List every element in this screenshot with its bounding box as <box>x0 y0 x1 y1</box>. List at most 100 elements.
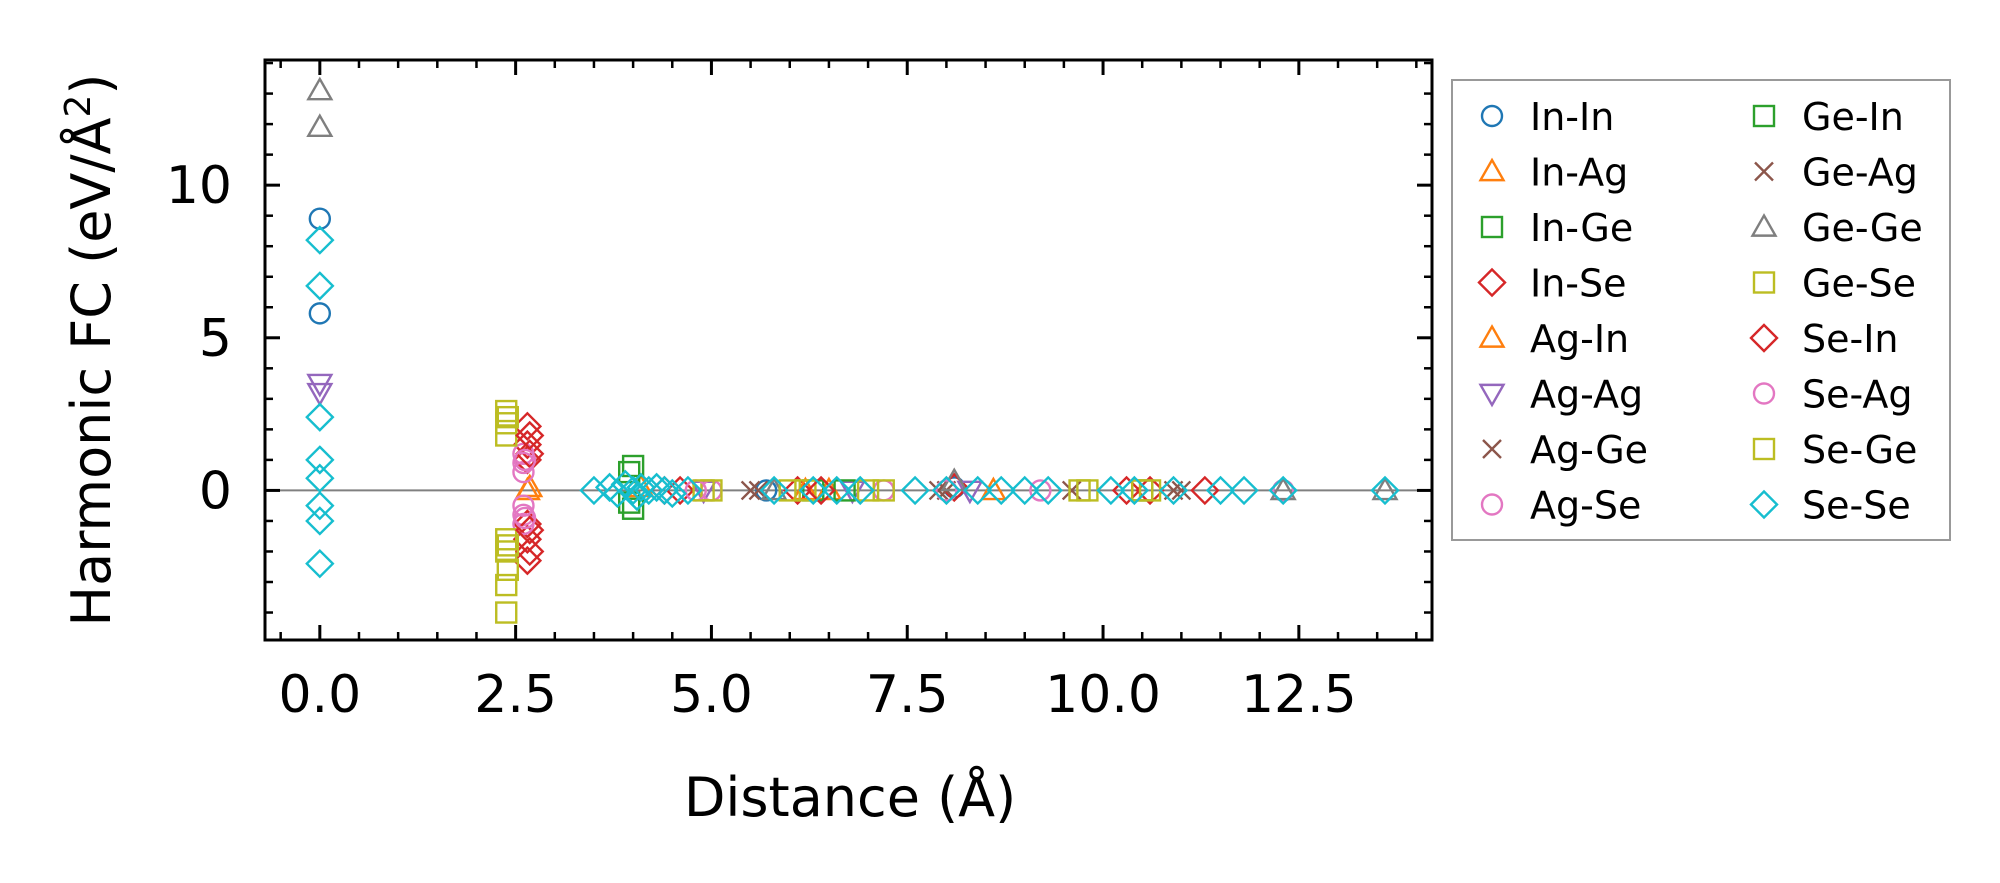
legend-label: Ge-Ag <box>1802 151 1918 195</box>
point-ge-se <box>495 540 518 563</box>
point-se-se <box>963 475 993 506</box>
point-se-se <box>657 478 687 509</box>
x-tick-label: 12.5 <box>1241 665 1357 725</box>
y-axis-title-main: Harmonic FC (eV/Å <box>59 117 123 626</box>
point-se-se <box>305 402 335 432</box>
point-ge-se <box>495 399 518 423</box>
x-axis: 0.0 2.5 5.0 7.5 10.0 12.5 <box>278 60 1418 725</box>
x-tick-label: 2.5 <box>474 665 557 725</box>
x-tick-label: 5.0 <box>670 665 753 725</box>
plot-frame <box>263 58 1434 642</box>
legend-label: In-Ag <box>1530 151 1628 195</box>
point-se-ge <box>496 405 519 429</box>
point-se-se <box>1158 475 1189 506</box>
x-axis-title: Distance (Å) <box>684 765 1016 829</box>
legend-marker-in-ag <box>1478 157 1506 182</box>
y-tick-label: 0 <box>199 461 232 521</box>
point-se-se <box>641 472 672 503</box>
point-se-se <box>900 475 930 506</box>
plot-area <box>263 58 1434 642</box>
point-se-se <box>602 478 633 509</box>
point-se-se <box>649 475 680 506</box>
point-ag-se <box>1029 479 1052 502</box>
point-se-se <box>1096 475 1126 506</box>
point-se-se <box>579 475 609 506</box>
point-ge-se <box>495 424 518 447</box>
point-in-in <box>755 479 778 502</box>
point-ge-ge <box>1269 476 1297 501</box>
point-ge-se <box>495 412 518 435</box>
point-se-se <box>1010 475 1040 506</box>
x-tick-label: 7.5 <box>866 665 949 725</box>
point-ge-se <box>495 573 518 597</box>
point-se-in <box>515 420 545 451</box>
point-se-se <box>1033 475 1063 506</box>
point-in-ge <box>621 497 645 520</box>
point-ge-ge <box>306 76 334 101</box>
series-se-se <box>305 225 1400 579</box>
legend-marker-ag-ag <box>1478 383 1506 408</box>
point-se-se <box>622 481 652 512</box>
point-se-ge <box>692 479 715 502</box>
point-ge-se <box>495 528 518 551</box>
point-se-ag <box>513 506 537 530</box>
point-se-se <box>673 475 703 506</box>
legend-label: Se-Ge <box>1802 428 1917 472</box>
series-ge-se <box>495 399 1154 624</box>
series-in-in <box>308 207 1295 502</box>
legend-label: Ag-Se <box>1530 484 1641 528</box>
point-se-in <box>515 536 545 567</box>
legend-marker-in-ge <box>1480 215 1504 239</box>
point-se-se <box>845 475 875 506</box>
point-se-se <box>1229 475 1259 506</box>
y-axis: 0 5 10 <box>166 61 1432 614</box>
point-ag-ge <box>740 480 761 501</box>
legend-label: Se-Ag <box>1802 373 1913 417</box>
point-ge-se <box>495 601 518 624</box>
point-se-ge <box>496 558 519 581</box>
point-se-ge <box>496 534 519 557</box>
point-se-se <box>305 506 335 536</box>
series-se-in <box>515 420 1165 567</box>
point-se-se <box>305 225 335 255</box>
point-se-in <box>515 515 545 545</box>
series-ge-ge <box>306 76 1399 501</box>
point-se-ag <box>513 448 537 472</box>
legend-marker-ge-ag <box>1754 161 1774 182</box>
point-ge-ge <box>1371 476 1399 501</box>
point-se-se <box>822 475 852 506</box>
point-se-se <box>305 271 335 301</box>
point-ag-ag <box>306 382 334 407</box>
y-axis-title-sup: 2 <box>58 95 99 118</box>
point-se-se <box>305 445 335 475</box>
legend-label: Ge-In <box>1802 95 1904 139</box>
legend-label: Ag-Ag <box>1530 373 1643 417</box>
legend: In-In In-Ag In-Ge In-Se Ag-In Ag-Ag Ag-Ge Ag-Se… <box>1451 79 1951 541</box>
legend-label: In-Se <box>1530 262 1627 306</box>
legend-marker-ag-in <box>1478 324 1506 348</box>
point-se-se <box>1370 475 1400 506</box>
legend-marker-ge-ge <box>1750 213 1778 237</box>
y-tick-label: 5 <box>199 309 232 369</box>
point-ge-ge <box>306 113 334 137</box>
legend-marker-ge-in <box>1752 104 1776 128</box>
point-ge-se <box>794 479 817 502</box>
legend-marker-ge-se <box>1752 271 1776 294</box>
point-se-se <box>759 475 789 506</box>
point-se-se <box>305 490 335 521</box>
point-se-se <box>1205 475 1236 506</box>
legend-label: Ge-Se <box>1802 262 1916 306</box>
legend-marker-in-in <box>1480 104 1504 128</box>
point-se-se <box>986 475 1016 506</box>
legend-label: Se-Se <box>1802 484 1911 528</box>
point-se-ag <box>935 479 958 502</box>
point-se-se <box>931 475 962 506</box>
legend-marker-in-se <box>1477 267 1507 298</box>
point-ag-in <box>516 473 544 498</box>
legend-marker-ag-se <box>1480 493 1504 516</box>
legend-label: Ag-In <box>1530 317 1629 361</box>
point-ge-se <box>856 479 880 502</box>
point-ag-ag <box>956 480 984 505</box>
legend-label: Se-In <box>1802 317 1899 361</box>
